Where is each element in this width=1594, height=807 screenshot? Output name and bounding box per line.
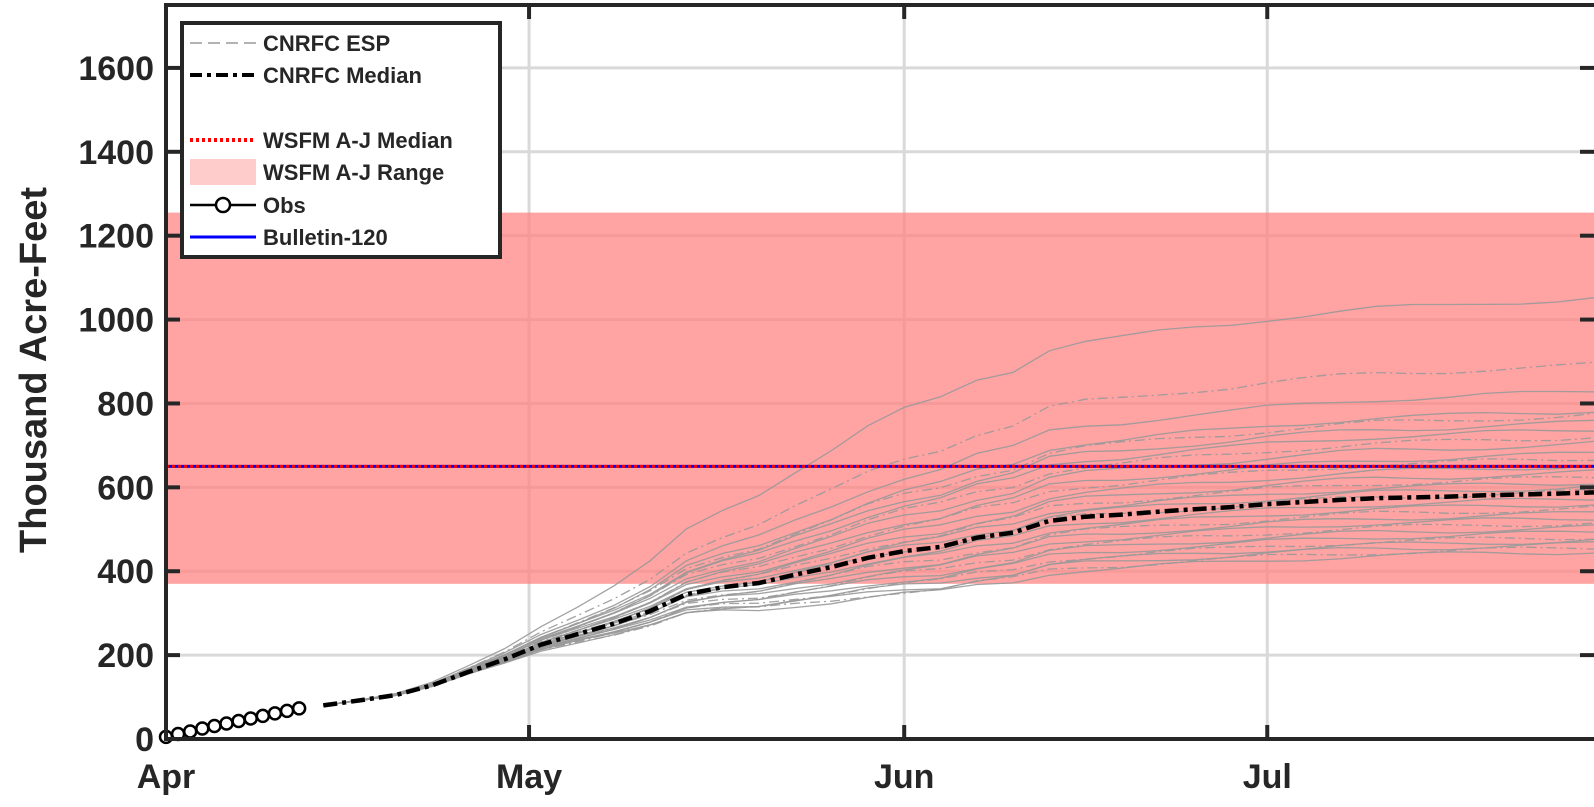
legend-label-obs: Obs — [263, 193, 306, 218]
cnrfc-median-line — [322, 490, 1594, 708]
wsfm-range-rect — [166, 212, 1594, 584]
x-tick-label-May: May — [496, 758, 562, 796]
obs-series — [158, 701, 307, 745]
wsfm-range-band — [166, 212, 1594, 584]
esp-trace-3 — [323, 390, 1594, 707]
y-tick-label-400: 400 — [97, 553, 154, 591]
axes — [164, 3, 1594, 741]
obs-point-11 — [279, 703, 295, 719]
legend-label-bulletin: Bulletin-120 — [263, 225, 388, 250]
y-tick-label-200: 200 — [97, 637, 154, 675]
esp-trace-10 — [323, 451, 1594, 707]
x-tick-label-Apr: Apr — [137, 758, 196, 796]
esp-trace-21 — [323, 510, 1594, 707]
esp-trace-7 — [323, 429, 1594, 707]
legend-swatch-wsfm-range — [190, 159, 256, 185]
y-tick-label-1000: 1000 — [78, 302, 154, 340]
legend: CNRFC ESP CNRFC Median WSFM A-J Median WSFM… — [180, 21, 502, 259]
esp-trace-14 — [323, 476, 1594, 707]
esp-trace-6 — [323, 419, 1594, 707]
esp-trace-1 — [323, 297, 1594, 707]
obs-point-7 — [231, 713, 246, 729]
esp-trace-30 — [323, 551, 1594, 707]
y-tick-label-1200: 1200 — [78, 218, 154, 256]
legend-label-wsfm_range: WSFM A-J Range — [263, 160, 444, 185]
y-tick-label-1600: 1600 — [78, 50, 154, 88]
esp-trace-18 — [323, 497, 1594, 707]
obs-point-6 — [219, 716, 234, 731]
obs-point-10 — [267, 706, 283, 721]
x-tick-label-Jun: Jun — [874, 758, 934, 796]
axes-frame — [164, 3, 1594, 741]
obs-point-12 — [291, 701, 307, 716]
obs-point-5 — [207, 718, 222, 734]
esp-trace-27 — [323, 538, 1594, 707]
esp-trace-2 — [323, 361, 1594, 707]
y-axis-title: Thousand Acre-Feet — [13, 187, 55, 553]
cnrfc-median-polyline — [322, 490, 1594, 708]
x-tick-label-Jul: Jul — [1243, 758, 1292, 796]
y-tick-label-1400: 1400 — [78, 134, 154, 172]
y-tick-label-600: 600 — [97, 469, 154, 507]
obs-point-4 — [195, 721, 210, 736]
legend-label-wsfm_median: WSFM A-J Median — [263, 128, 453, 153]
y-tick-label-800: 800 — [97, 385, 154, 423]
obs-point-3 — [182, 724, 198, 739]
legend-label-cnrfc_median: CNRFC Median — [263, 63, 422, 88]
legend-swatch-obs-marker — [214, 196, 232, 214]
y-tick-label-0: 0 — [135, 721, 154, 759]
obs-point-9 — [255, 708, 271, 724]
esp-trace-25 — [323, 530, 1594, 707]
tick-labels: 0 200 400 600 800 1000 1200 1400 1600 Apr May Jun Ju… — [78, 50, 1291, 796]
esp-trace-23 — [323, 522, 1594, 707]
legend-label-esp: CNRFC ESP — [263, 31, 390, 56]
obs-point-8 — [243, 711, 258, 726]
